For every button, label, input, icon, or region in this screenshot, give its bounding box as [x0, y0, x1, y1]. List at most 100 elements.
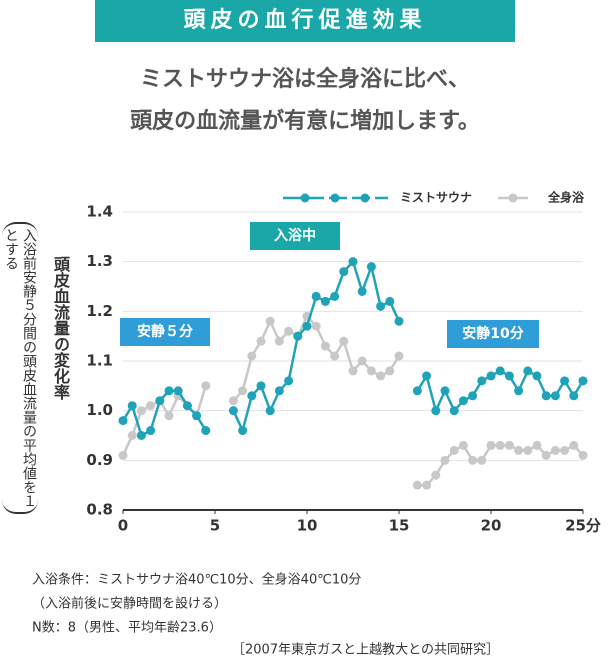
annotation: 安静５分	[137, 323, 193, 340]
data-point	[366, 262, 376, 272]
data-point	[127, 431, 137, 440]
data-point	[339, 336, 349, 346]
x-tick-label: 15	[389, 517, 410, 535]
x-tick-label: 5	[210, 517, 220, 535]
legend-marker	[330, 193, 340, 203]
x-tick-label: 25分	[565, 517, 601, 535]
data-point	[495, 366, 505, 376]
title-banner	[95, 0, 515, 42]
y-tick-label: 1.0	[86, 401, 113, 419]
data-point	[578, 376, 588, 386]
data-point	[385, 296, 395, 306]
data-point	[468, 455, 478, 465]
data-point	[514, 445, 524, 455]
legend-marker	[360, 193, 370, 203]
y-tick-label: 1.3	[86, 252, 113, 270]
data-point	[228, 396, 238, 406]
legend-marker	[508, 193, 518, 203]
x-tick-label: 0	[118, 517, 128, 535]
data-point	[330, 351, 340, 361]
data-point	[431, 406, 441, 416]
data-point	[201, 381, 211, 391]
data-point	[265, 406, 275, 416]
data-point	[357, 356, 367, 366]
annotation-box	[447, 320, 539, 348]
data-point	[468, 391, 478, 401]
annotation-box	[120, 318, 210, 346]
note: N数：8（男性、平均年齢23.6）	[32, 621, 222, 636]
data-point	[504, 440, 514, 450]
data-point	[385, 366, 395, 376]
data-point	[136, 431, 146, 440]
data-point	[422, 371, 432, 381]
data-point	[440, 455, 450, 465]
data-point	[569, 391, 579, 401]
data-point	[550, 391, 560, 401]
data-point	[541, 391, 551, 401]
data-point	[330, 291, 340, 301]
data-point	[274, 336, 284, 346]
data-point	[412, 480, 422, 490]
data-point	[192, 411, 202, 421]
data-point	[431, 470, 441, 480]
data-point	[274, 386, 284, 396]
data-point	[560, 376, 570, 386]
data-point	[238, 386, 248, 396]
data-point	[541, 450, 551, 460]
data-point	[523, 445, 533, 455]
data-point	[127, 401, 137, 411]
data-point	[228, 406, 238, 416]
data-point	[376, 371, 386, 381]
y-tick-label: 1.2	[86, 302, 113, 320]
note: 入浴条件：ミストサウナ浴40℃10分、全身浴40℃10分	[32, 572, 361, 588]
data-point	[146, 401, 156, 411]
y-tick-label: 0.8	[86, 501, 113, 519]
annotation: 入浴中	[274, 227, 316, 244]
data-point	[118, 416, 128, 426]
data-point	[302, 321, 312, 331]
annotation-box	[250, 222, 340, 250]
data-point	[284, 326, 294, 336]
subtitle: 頭皮の血流量が有意に増加します。	[130, 108, 480, 134]
source: ［2007年東京ガスと上越教大との共同研究］	[232, 642, 499, 658]
data-point	[486, 440, 496, 450]
data-point	[550, 445, 560, 455]
chart-title: 頭皮の血行促進効果	[183, 7, 426, 33]
data-point	[146, 426, 156, 436]
legend-label: 全身浴	[547, 190, 585, 205]
data-point	[366, 366, 376, 376]
data-point	[136, 406, 146, 416]
note: （入浴前後に安静時間を設ける）	[32, 596, 227, 612]
data-point	[569, 440, 579, 450]
series-line	[121, 259, 585, 438]
data-point	[449, 406, 459, 416]
data-point	[339, 267, 349, 277]
data-point	[560, 445, 570, 455]
data-point	[514, 386, 524, 396]
data-point	[458, 440, 468, 450]
data-point	[523, 366, 533, 376]
data-point	[238, 426, 248, 436]
x-tick-label: 20	[481, 517, 502, 535]
data-point	[578, 450, 588, 460]
data-point	[164, 386, 174, 396]
data-point	[412, 386, 422, 396]
data-point	[320, 341, 330, 351]
data-point	[440, 386, 450, 396]
data-point	[532, 371, 542, 381]
data-point	[394, 351, 404, 361]
data-point	[182, 401, 192, 411]
data-point	[422, 480, 432, 490]
data-point	[284, 376, 294, 386]
data-point	[256, 336, 266, 346]
data-point	[173, 386, 183, 396]
data-point	[247, 351, 257, 361]
data-point	[449, 445, 459, 455]
data-point	[311, 321, 321, 331]
data-point	[265, 316, 275, 326]
data-point	[293, 331, 303, 341]
y-tick-label: 1.1	[86, 352, 113, 370]
y-axis-label: 頭皮血流量の変化率	[51, 256, 70, 400]
annotation: 安静10分	[462, 325, 523, 342]
